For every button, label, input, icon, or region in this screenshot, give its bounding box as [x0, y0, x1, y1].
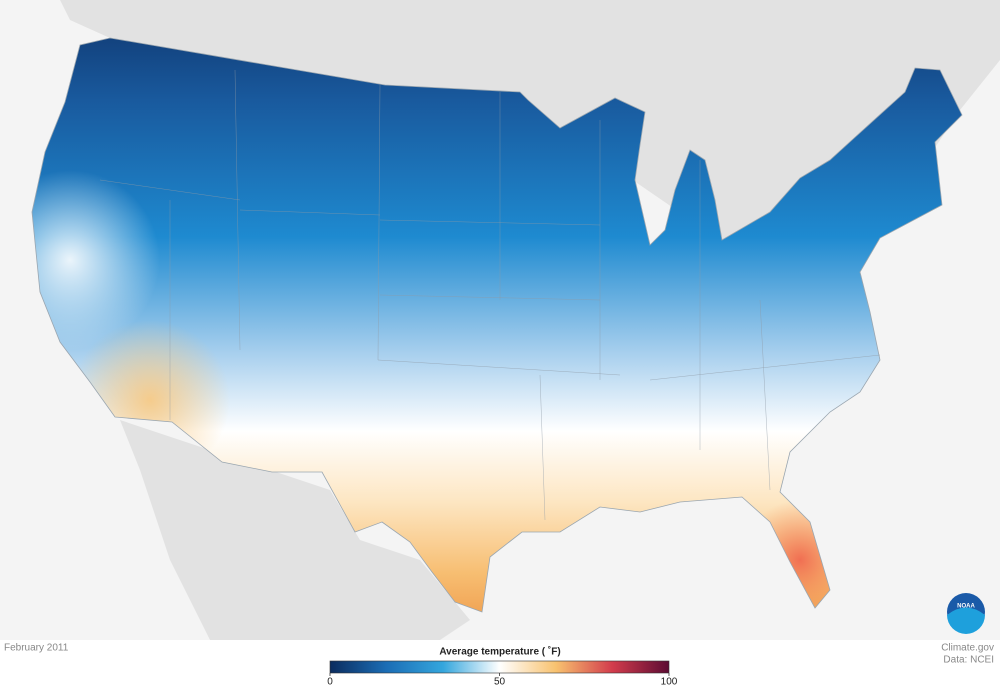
colorbar-tick-label: 100 [661, 677, 678, 688]
canada-land [60, 0, 1000, 250]
state-borders [99, 69, 881, 521]
colorbar: 0 50 100 [327, 660, 678, 688]
date-label: February 2011 [4, 643, 69, 654]
logo-wave [947, 607, 985, 634]
colorbar-tick-label: 50 [494, 677, 506, 688]
colorbar-bar [329, 660, 670, 674]
noaa-logo: NOAA [947, 593, 985, 634]
mexico-land [120, 420, 470, 640]
colorbar-tick-label: 0 [327, 677, 333, 688]
legend-title: Average temperature ( ˚F) [439, 646, 560, 658]
logo-text: NOAA [957, 604, 975, 610]
site-credit: Climate.gov [941, 643, 994, 654]
data-credit: Data: NCEI [943, 655, 994, 666]
